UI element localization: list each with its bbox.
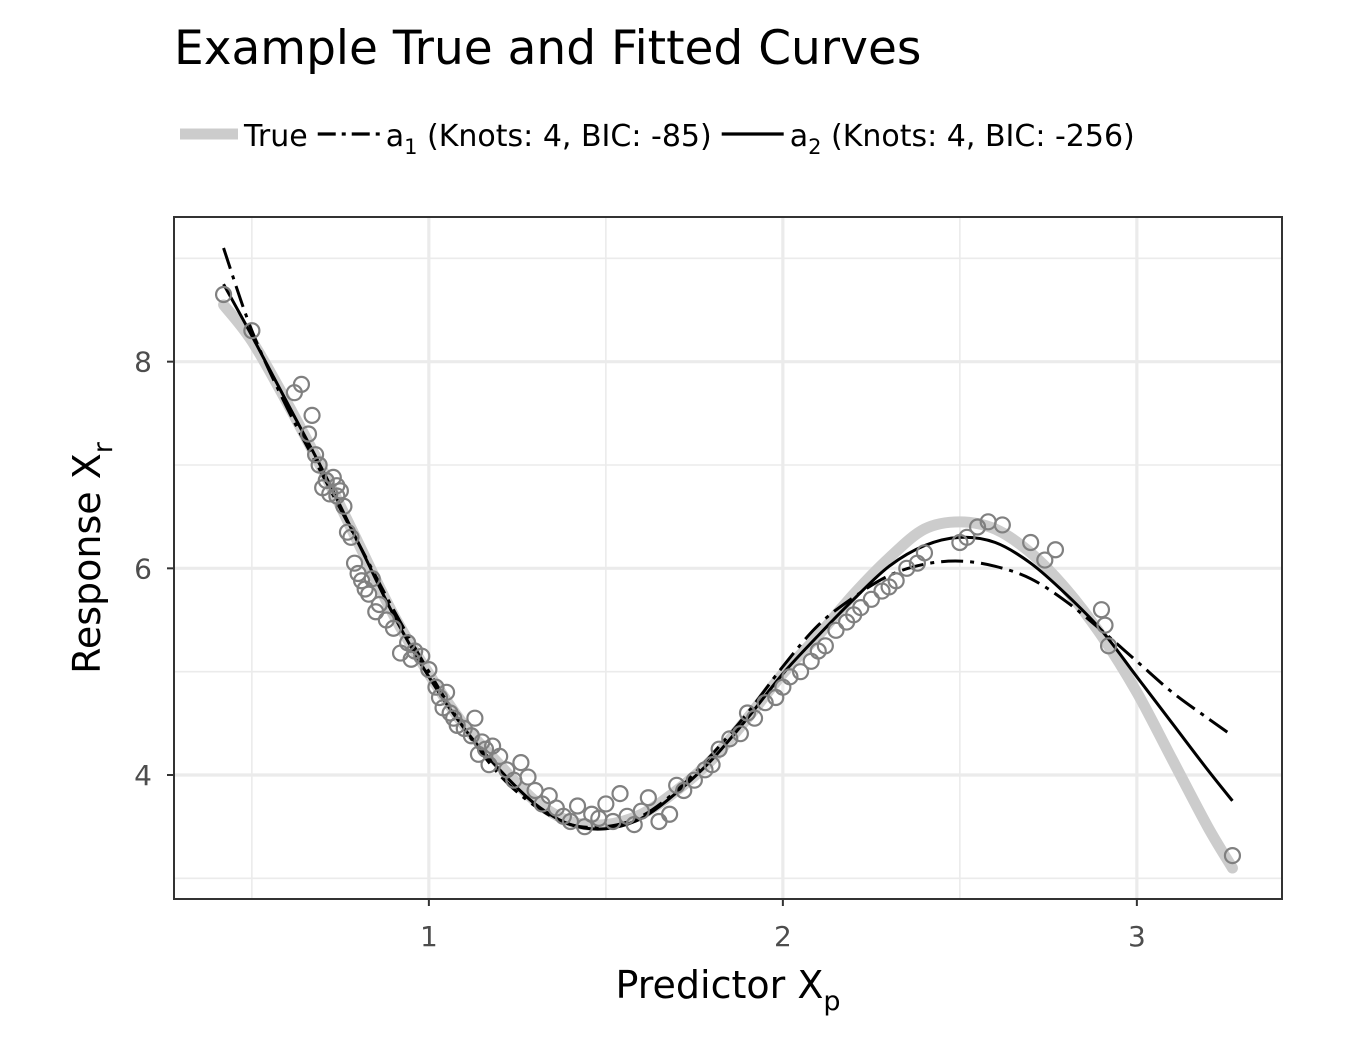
data-point-79 bbox=[721, 730, 739, 748]
data-point-69 bbox=[632, 802, 650, 820]
data-point-108 bbox=[1036, 551, 1054, 569]
data-point-33 bbox=[420, 660, 438, 679]
x-tick-label-2: 3 bbox=[1128, 920, 1146, 953]
panel-background bbox=[174, 217, 1282, 899]
data-point-86 bbox=[781, 668, 799, 686]
data-point-22 bbox=[360, 585, 378, 603]
data-point-18 bbox=[345, 554, 364, 572]
data-point-60 bbox=[568, 797, 587, 815]
plot-panel bbox=[173, 216, 1283, 900]
data-point-3 bbox=[292, 375, 311, 393]
x-tick-label-1: 2 bbox=[774, 920, 792, 953]
data-point-112 bbox=[1099, 637, 1118, 655]
legend-label-main: a bbox=[790, 119, 808, 154]
data-point-1 bbox=[243, 322, 261, 340]
data-point-47 bbox=[480, 756, 498, 774]
legend-label-tail: (Knots: 4, BIC: -256) bbox=[821, 119, 1134, 154]
data-point-27 bbox=[384, 619, 403, 637]
legend-label-main: a bbox=[386, 119, 404, 154]
data-point-5 bbox=[303, 406, 321, 424]
data-point-74 bbox=[675, 781, 693, 800]
legend-item-a2: a2 (Knots: 4, BIC: -256) bbox=[721, 119, 1135, 159]
legend: True a1 (Knots: 4, BIC: -85) a2 (Knots: 4,… bbox=[180, 119, 1135, 159]
data-point-32 bbox=[413, 647, 431, 665]
y-tick-label-0: 4 bbox=[134, 759, 152, 792]
data-point-37 bbox=[437, 683, 456, 701]
data-point-90 bbox=[816, 637, 834, 655]
data-point-95 bbox=[862, 590, 880, 608]
data-point-106 bbox=[993, 516, 1011, 534]
data-point-61 bbox=[576, 818, 594, 836]
data-point-70 bbox=[639, 789, 657, 807]
y-tick-label-2: 8 bbox=[134, 346, 152, 379]
legend-label-tail: (Knots: 4, BIC: -85) bbox=[418, 119, 712, 154]
data-point-83 bbox=[756, 694, 774, 712]
data-point-30 bbox=[402, 650, 420, 668]
x-axis-title-main: Predictor X bbox=[615, 963, 823, 1007]
legend-label-sub: 1 bbox=[404, 135, 417, 159]
legend-label-true: True bbox=[243, 119, 308, 154]
data-point-6 bbox=[306, 446, 325, 464]
data-point-72 bbox=[660, 805, 679, 823]
x-tick-label-0: 1 bbox=[420, 920, 438, 953]
data-point-43 bbox=[466, 709, 484, 727]
data-point-103 bbox=[958, 528, 976, 546]
x-axis-title: Predictor Xp bbox=[615, 963, 840, 1017]
data-point-0 bbox=[214, 285, 233, 304]
data-point-104 bbox=[968, 518, 987, 536]
data-point-101 bbox=[915, 544, 934, 562]
legend-label-a2: a2 (Knots: 4, BIC: -256) bbox=[790, 119, 1135, 159]
data-point-53 bbox=[519, 768, 537, 786]
data-point-82 bbox=[745, 709, 764, 727]
data-point-75 bbox=[685, 771, 703, 789]
data-point-77 bbox=[703, 756, 721, 774]
data-point-98 bbox=[887, 572, 905, 590]
data-point-113 bbox=[1223, 846, 1242, 865]
y-axis-title-sub: r bbox=[88, 441, 119, 453]
data-point-17 bbox=[342, 528, 360, 546]
legend-item-true: True bbox=[180, 119, 308, 154]
data-point-20 bbox=[353, 572, 371, 590]
data-point-99 bbox=[898, 559, 916, 577]
data-point-80 bbox=[731, 725, 749, 743]
y-axis-title: Response Xr bbox=[65, 441, 119, 674]
data-point-87 bbox=[791, 663, 810, 681]
panel-border bbox=[173, 216, 1283, 900]
legend-label-sub: 2 bbox=[808, 135, 821, 159]
legend-label-main: True bbox=[243, 119, 308, 154]
legend-label-a1: a1 (Knots: 4, BIC: -85) bbox=[386, 119, 712, 159]
data-point-68 bbox=[625, 815, 643, 834]
data-point-15 bbox=[335, 497, 353, 515]
data-point-25 bbox=[370, 595, 388, 614]
legend-item-a1: a1 (Knots: 4, BIC: -85) bbox=[317, 119, 712, 159]
x-axis: 1 2 3 bbox=[420, 899, 1146, 953]
data-point-109 bbox=[1046, 541, 1065, 559]
data-point-23 bbox=[363, 570, 381, 588]
data-point-64 bbox=[597, 795, 615, 813]
y-tick-label-1: 6 bbox=[134, 552, 152, 585]
data-point-14 bbox=[331, 482, 349, 500]
data-point-107 bbox=[1022, 533, 1040, 552]
data-point-56 bbox=[540, 787, 558, 805]
data-point-94 bbox=[852, 598, 870, 617]
y-axis-title-main: Response X bbox=[65, 453, 109, 674]
points-layer bbox=[214, 285, 1242, 865]
data-point-111 bbox=[1096, 616, 1114, 634]
data-point-11 bbox=[324, 468, 342, 486]
series-line-a2 bbox=[222, 283, 1234, 831]
data-point-110 bbox=[1092, 601, 1111, 619]
data-point-4 bbox=[299, 425, 318, 443]
data-point-78 bbox=[710, 740, 728, 758]
y-axis: 4 6 8 bbox=[134, 346, 174, 792]
data-point-34 bbox=[427, 678, 445, 696]
data-point-66 bbox=[611, 784, 629, 803]
data-point-91 bbox=[827, 621, 845, 639]
chart-title: Example True and Fitted Curves bbox=[174, 21, 921, 76]
data-point-7 bbox=[310, 456, 328, 474]
series-line-a1 bbox=[222, 247, 1234, 830]
data-point-49 bbox=[491, 747, 509, 766]
data-point-52 bbox=[512, 753, 530, 772]
x-axis-title-sub: p bbox=[823, 986, 840, 1017]
